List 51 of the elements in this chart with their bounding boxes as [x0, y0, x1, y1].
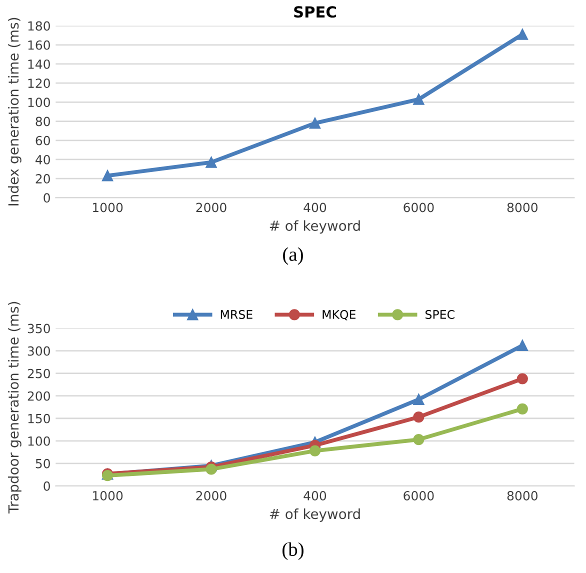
x-tick-label: 400 — [304, 202, 326, 212]
text: (a) — [283, 247, 303, 265]
point — [413, 394, 424, 406]
y-tick-label: 60 — [36, 136, 50, 146]
y-tick-label: 180 — [28, 21, 50, 31]
y-axis-title: Trapdoor generation time (ms) — [8, 302, 22, 514]
chart-title: SPEC — [294, 6, 336, 18]
point — [516, 403, 528, 414]
x-tick-label: 2000 — [196, 490, 226, 500]
point — [309, 118, 321, 129]
y-tick-label: 80 — [36, 116, 50, 126]
y-tick-label: 160 — [28, 40, 50, 50]
x-axis-title: # of keyword — [270, 220, 360, 234]
x-tick-label: 8000 — [507, 490, 538, 500]
y-axis-title: Index generation time (ms) — [8, 18, 22, 206]
point — [206, 156, 217, 168]
y-tick-label: 250 — [28, 368, 50, 378]
y-tick-label: 350 — [28, 324, 50, 334]
point — [516, 340, 528, 351]
y-tick-label: 0 — [44, 481, 50, 491]
point — [206, 464, 217, 475]
legend-label: MKQE — [322, 310, 356, 320]
point — [516, 373, 528, 384]
point — [413, 434, 424, 446]
legend-label: MRSE — [220, 310, 252, 319]
text: (b) — [282, 542, 304, 560]
legend-label: SPEC — [426, 310, 454, 319]
x-tick-label: 1000 — [93, 202, 123, 212]
x-axis-title: # of keyword — [270, 508, 360, 522]
y-tick-label: 50 — [36, 458, 50, 468]
y-tick-label: 0 — [44, 193, 50, 203]
x-tick-label: 6000 — [404, 490, 434, 500]
x-tick-label: 1000 — [93, 490, 123, 500]
point — [413, 411, 424, 423]
point — [309, 445, 321, 456]
y-tick-label: 40 — [36, 154, 50, 164]
y-tick-label: 200 — [28, 391, 50, 401]
y-tick-label: 150 — [28, 414, 50, 424]
y-tick-label: 100 — [28, 98, 50, 108]
y-tick-label: 100 — [28, 436, 50, 446]
x-tick-label: 400 — [304, 490, 326, 500]
y-tick-label: 300 — [28, 346, 50, 356]
y-tick-label: 120 — [28, 78, 50, 88]
y-tick-label: 140 — [28, 59, 50, 69]
point — [102, 170, 114, 182]
point — [516, 28, 528, 40]
y-tick-label: 20 — [36, 174, 50, 184]
x-tick-label: 6000 — [404, 202, 434, 212]
x-tick-label: 8000 — [507, 202, 538, 212]
x-tick-label: 2000 — [196, 202, 226, 212]
point — [413, 94, 424, 105]
